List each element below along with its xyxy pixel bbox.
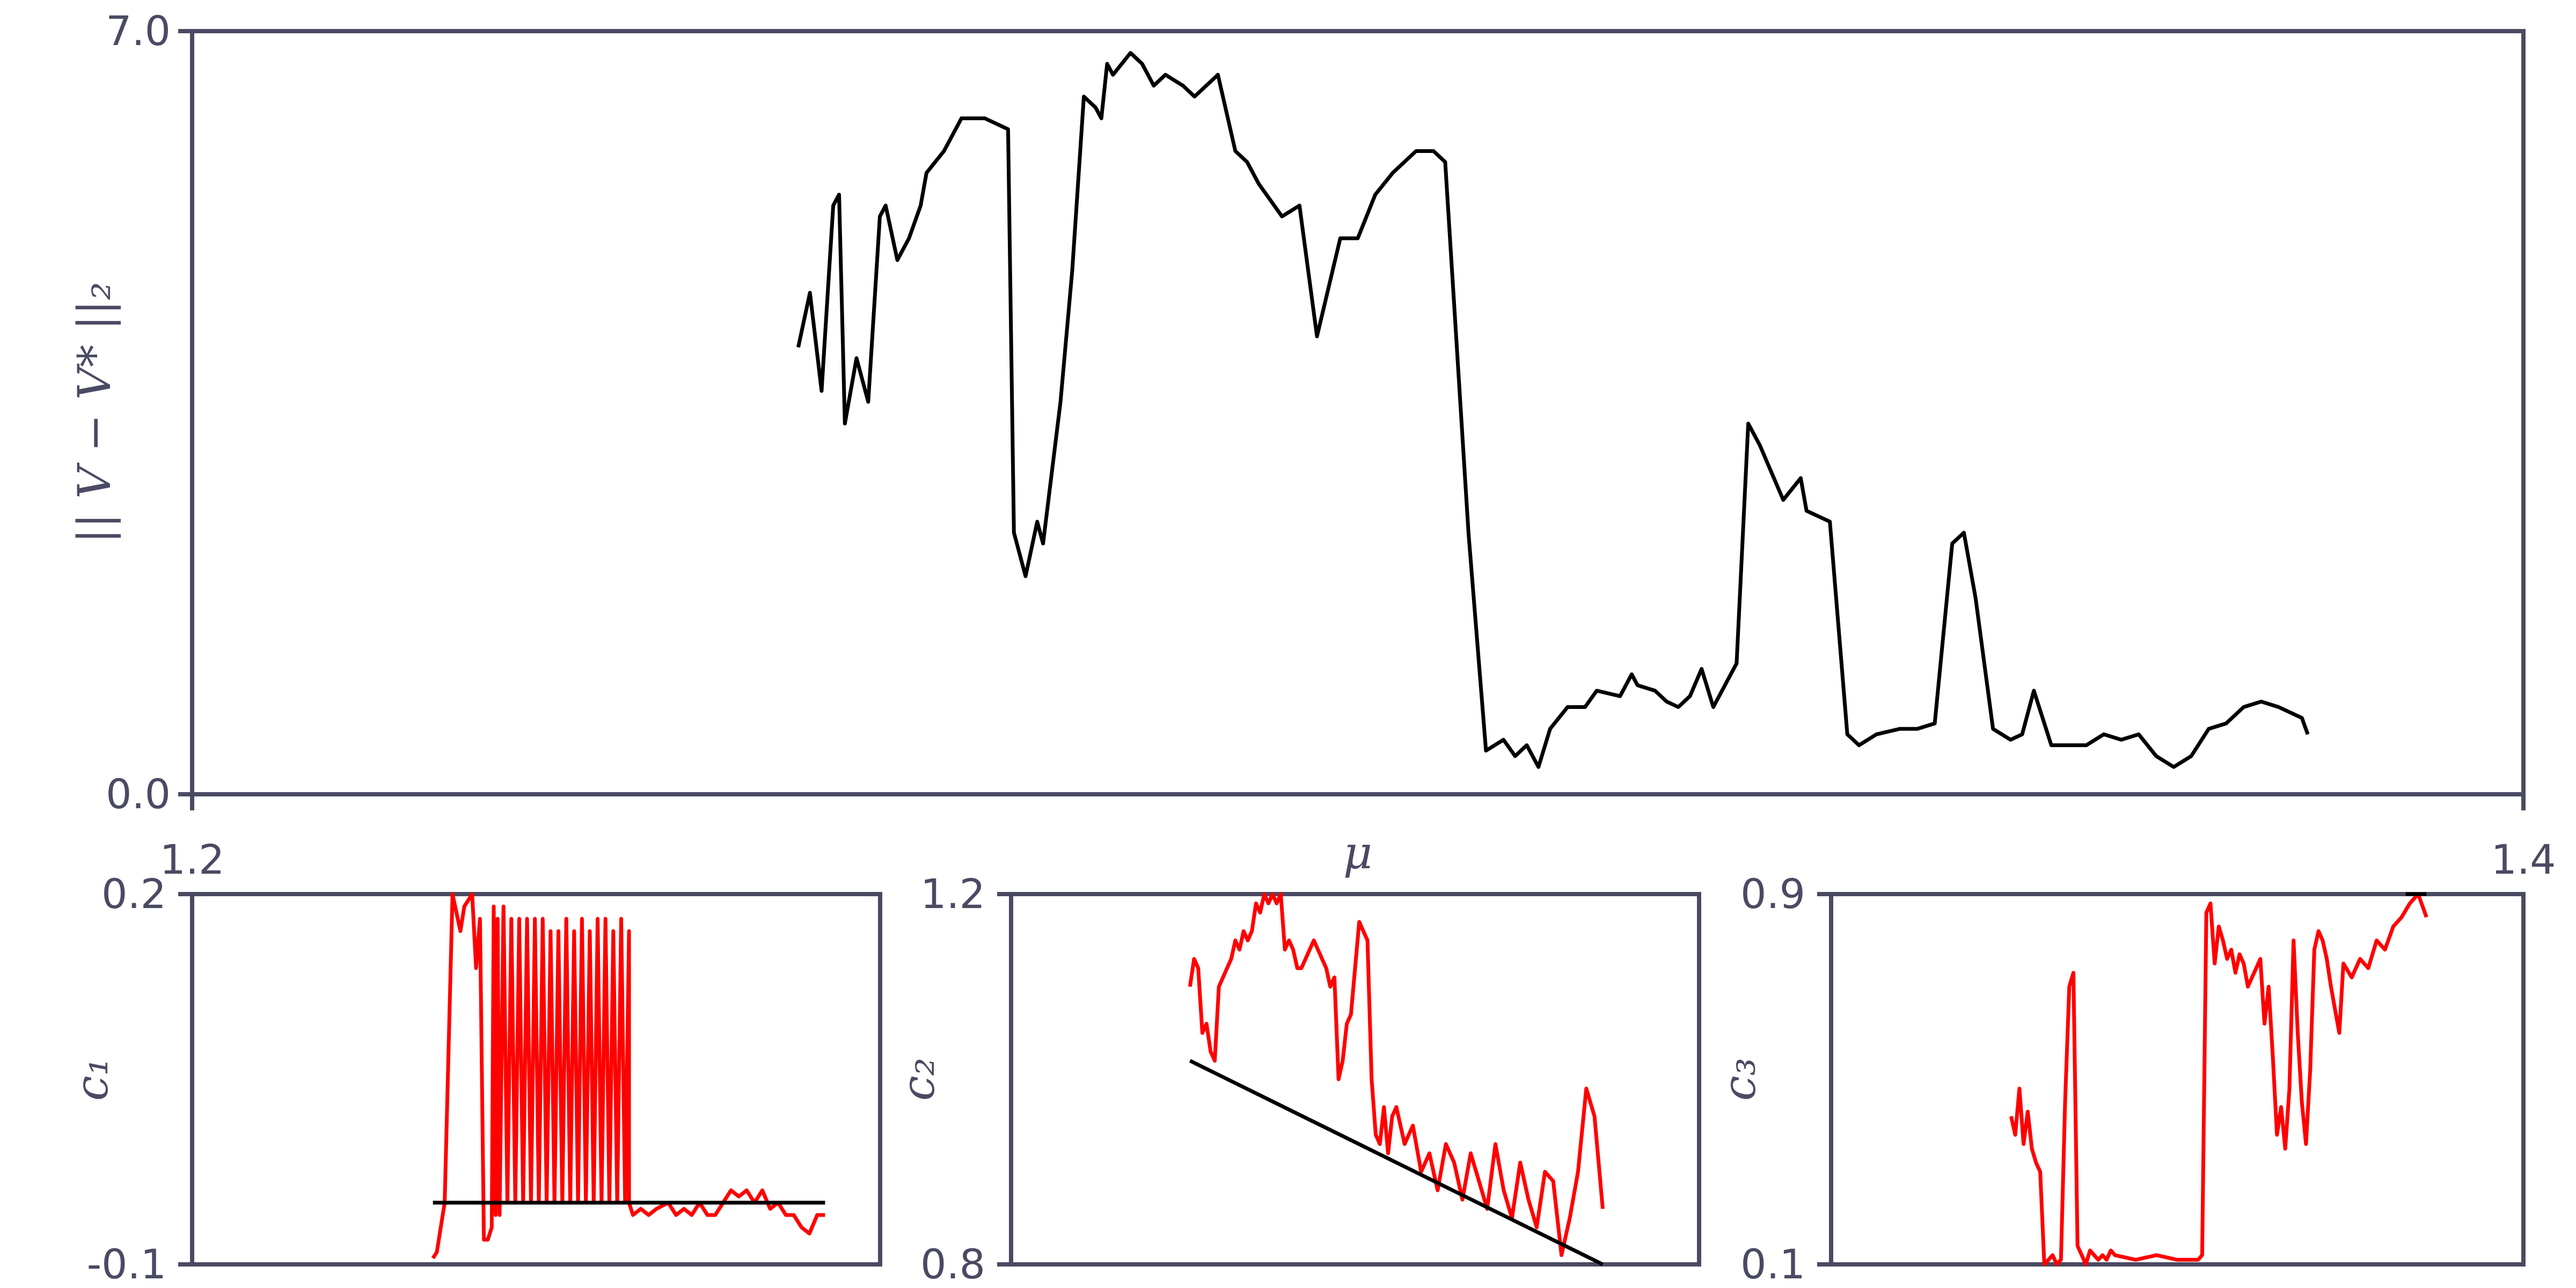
c3-plot-frame [1829, 892, 2526, 1267]
main-y-tick-label-bottom: 0.0 [106, 770, 171, 818]
main-y-axis-label: || V − V* ||₂ [68, 282, 121, 543]
c3-series-layer [2009, 892, 2428, 1267]
c2-plot-frame [1009, 892, 1701, 1267]
c2-y-tick-label-top: 1.2 [920, 870, 985, 918]
main-y-tick-label-top: 7.0 [106, 7, 171, 55]
c1-y-tick-label-bottom: -0.1 [87, 1240, 166, 1288]
subplot-c3: 0.9 0.1 c₃ [1713, 870, 2526, 1288]
c1-y-axis-label: c₁ [65, 1058, 118, 1101]
main-series-line-0 [796, 51, 2310, 769]
c2-y-axis-label: c₂ [892, 1058, 945, 1101]
c2-series-black-1 [1189, 1059, 1604, 1267]
main-x-tick-label-right: 1.4 [2491, 836, 2556, 883]
subplot-c1: 0.2 -0.1 c₁ [65, 870, 882, 1288]
c2-series-layer [1188, 892, 1605, 1267]
c1-plot-frame [190, 892, 882, 1267]
c3-y-tick-label-bottom: 0.1 [1740, 1240, 1805, 1288]
main-chart: 7.0 0.0 1.2 1.4 μ || V − V* ||₂ [68, 7, 2556, 883]
c3-series-red-0 [2009, 892, 2428, 1267]
main-x-axis-label: μ [1343, 826, 1373, 879]
c1-series-layer [431, 892, 825, 1260]
subplot-c2: 1.2 0.8 c₂ [892, 870, 1701, 1288]
c3-y-tick-label-top: 0.9 [1740, 870, 1805, 918]
main-plot-frame [190, 29, 2526, 796]
c2-y-tick-label-bottom: 0.8 [920, 1240, 985, 1288]
c1-y-tick-label-top: 0.2 [101, 870, 166, 918]
main-x-tick-label-left: 1.2 [160, 836, 225, 883]
main-series-layer [796, 51, 2310, 769]
c3-y-axis-label: c₃ [1713, 1058, 1766, 1101]
c2-series-red-0 [1188, 892, 1605, 1257]
